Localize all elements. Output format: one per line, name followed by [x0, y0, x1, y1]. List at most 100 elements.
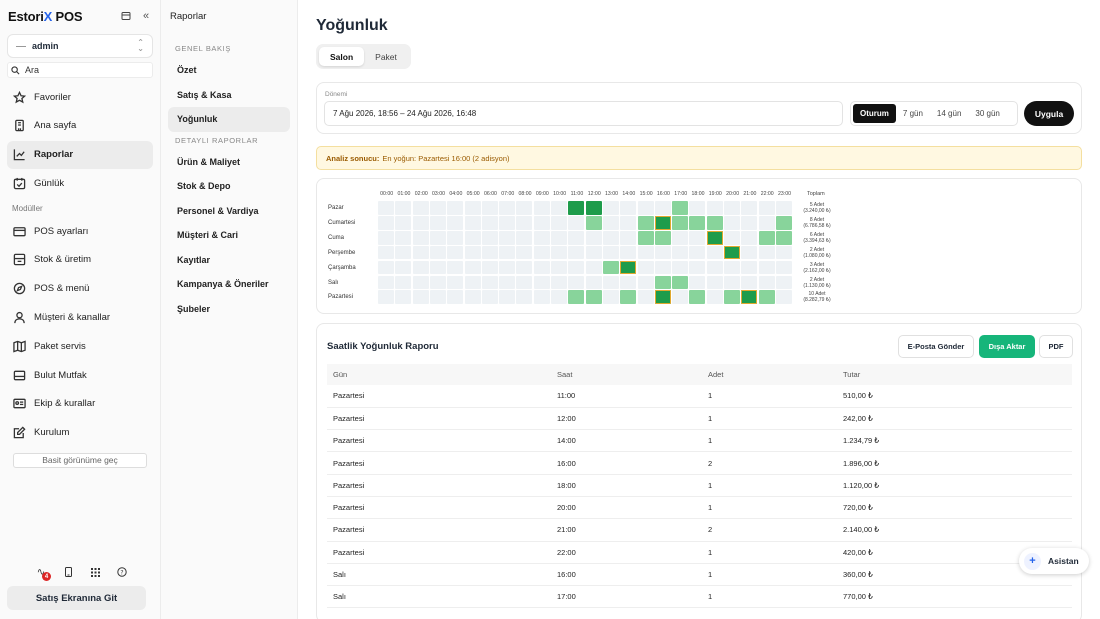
pdf-button[interactable]: PDF: [1039, 335, 1073, 358]
heat-cell[interactable]: [775, 290, 792, 305]
heat-cell[interactable]: [602, 201, 619, 215]
heat-cell[interactable]: [654, 201, 671, 215]
report-item[interactable]: Özet: [177, 65, 197, 76]
heat-cell[interactable]: [533, 260, 550, 275]
heat-cell[interactable]: [464, 290, 481, 305]
heat-cell[interactable]: [602, 245, 619, 260]
heat-cell[interactable]: [499, 245, 516, 260]
heat-cell[interactable]: [516, 260, 533, 275]
email-button[interactable]: E-Posta Gönder: [898, 335, 974, 358]
heat-cell[interactable]: [499, 230, 516, 245]
heat-cell[interactable]: [672, 275, 689, 290]
heat-cell[interactable]: [568, 230, 585, 245]
heat-cell[interactable]: [706, 290, 723, 305]
heat-cell[interactable]: [637, 245, 654, 260]
report-item[interactable]: Kampanya & Öneriler: [177, 279, 269, 290]
report-item[interactable]: Personel & Vardiya: [177, 205, 259, 216]
heat-cell[interactable]: [481, 215, 498, 230]
heat-cell[interactable]: [602, 290, 619, 305]
nav-ana-sayfa[interactable]: Ana sayfa: [7, 112, 153, 140]
range-7[interactable]: 7 gün: [902, 109, 923, 118]
heat-cell[interactable]: [551, 290, 567, 305]
heat-cell[interactable]: [464, 245, 481, 260]
heat-cell[interactable]: [481, 275, 498, 290]
heat-cell[interactable]: [689, 290, 706, 305]
heat-cell[interactable]: [551, 230, 567, 245]
nav-favoriler[interactable]: Favoriler: [7, 83, 153, 111]
search-input[interactable]: Ara: [7, 62, 153, 78]
heat-cell[interactable]: [516, 290, 533, 305]
user-select[interactable]: admin ⌃ ⌄: [7, 34, 153, 58]
heat-cell[interactable]: [516, 230, 533, 245]
heat-cell[interactable]: [724, 230, 740, 245]
nav-pos-ayarlari[interactable]: POS ayarları: [7, 217, 153, 245]
heat-cell[interactable]: [672, 230, 689, 245]
heat-cell[interactable]: [741, 215, 758, 230]
heat-cell[interactable]: [551, 215, 567, 230]
grid-icon[interactable]: [90, 566, 100, 578]
heat-cell[interactable]: [758, 245, 775, 260]
heat-cell[interactable]: [464, 260, 481, 275]
heat-cell[interactable]: [706, 201, 723, 215]
heat-cell[interactable]: [775, 260, 792, 275]
heat-cell[interactable]: [429, 290, 446, 305]
nav-raporlar[interactable]: Raporlar: [7, 140, 153, 169]
nav-paket-servis[interactable]: Paket servis: [7, 332, 153, 360]
nav-ekip-kurallar[interactable]: Ekip & kurallar: [7, 390, 153, 418]
heat-cell[interactable]: [775, 201, 792, 215]
heat-cell[interactable]: [706, 215, 723, 230]
heat-cell[interactable]: [499, 290, 516, 305]
heat-cell[interactable]: [724, 290, 740, 305]
heat-cell[interactable]: [464, 275, 481, 290]
range-30[interactable]: 30 gün: [975, 109, 1000, 118]
phone-icon[interactable]: [63, 566, 73, 578]
heat-cell[interactable]: [447, 215, 464, 230]
heat-cell[interactable]: [568, 245, 585, 260]
heat-cell[interactable]: [602, 260, 619, 275]
nav-bulut-mutfak[interactable]: Bulut Mutfak: [7, 361, 153, 389]
report-item[interactable]: Stok & Depo: [177, 181, 231, 192]
heat-cell[interactable]: [741, 230, 758, 245]
heat-cell[interactable]: [758, 275, 775, 290]
heat-cell[interactable]: [637, 201, 654, 215]
heat-cell[interactable]: [533, 215, 550, 230]
report-item-active[interactable]: Yoğunluk: [168, 107, 290, 132]
heat-cell[interactable]: [412, 290, 429, 305]
heat-cell[interactable]: [620, 290, 637, 305]
heat-cell[interactable]: [689, 215, 706, 230]
heat-cell[interactable]: [551, 245, 567, 260]
heat-cell[interactable]: [464, 201, 481, 215]
heat-cell[interactable]: [551, 201, 567, 215]
heat-cell[interactable]: [689, 230, 706, 245]
heat-cell[interactable]: [602, 230, 619, 245]
heat-cell[interactable]: [568, 275, 585, 290]
heat-cell[interactable]: [758, 201, 775, 215]
heat-cell[interactable]: [395, 230, 412, 245]
heat-cell[interactable]: [429, 215, 446, 230]
heat-cell[interactable]: [654, 260, 671, 275]
heat-cell[interactable]: [672, 290, 689, 305]
column-header[interactable]: Saat: [551, 364, 702, 385]
heat-cell[interactable]: [429, 275, 446, 290]
heat-cell[interactable]: [516, 201, 533, 215]
collapse-icon[interactable]: «: [142, 10, 150, 22]
heat-cell[interactable]: [620, 215, 637, 230]
heat-cell[interactable]: [585, 201, 602, 215]
activity-icon[interactable]: ∿ 4: [36, 566, 51, 581]
heat-cell[interactable]: [689, 275, 706, 290]
heat-cell[interactable]: [775, 245, 792, 260]
heat-cell[interactable]: [775, 230, 792, 245]
heat-cell[interactable]: [533, 275, 550, 290]
heat-cell[interactable]: [775, 275, 792, 290]
heat-cell[interactable]: [395, 275, 412, 290]
assistant-button[interactable]: + Asistan: [1019, 548, 1089, 574]
report-item[interactable]: Ürün & Maliyet: [177, 156, 241, 167]
heat-cell[interactable]: [585, 245, 602, 260]
heat-cell[interactable]: [602, 215, 619, 230]
heat-cell[interactable]: [724, 215, 740, 230]
heat-cell[interactable]: [378, 260, 394, 275]
panel-icon[interactable]: [119, 9, 133, 23]
heat-cell[interactable]: [568, 260, 585, 275]
heat-cell[interactable]: [654, 215, 671, 230]
column-header[interactable]: Gün: [327, 364, 551, 385]
